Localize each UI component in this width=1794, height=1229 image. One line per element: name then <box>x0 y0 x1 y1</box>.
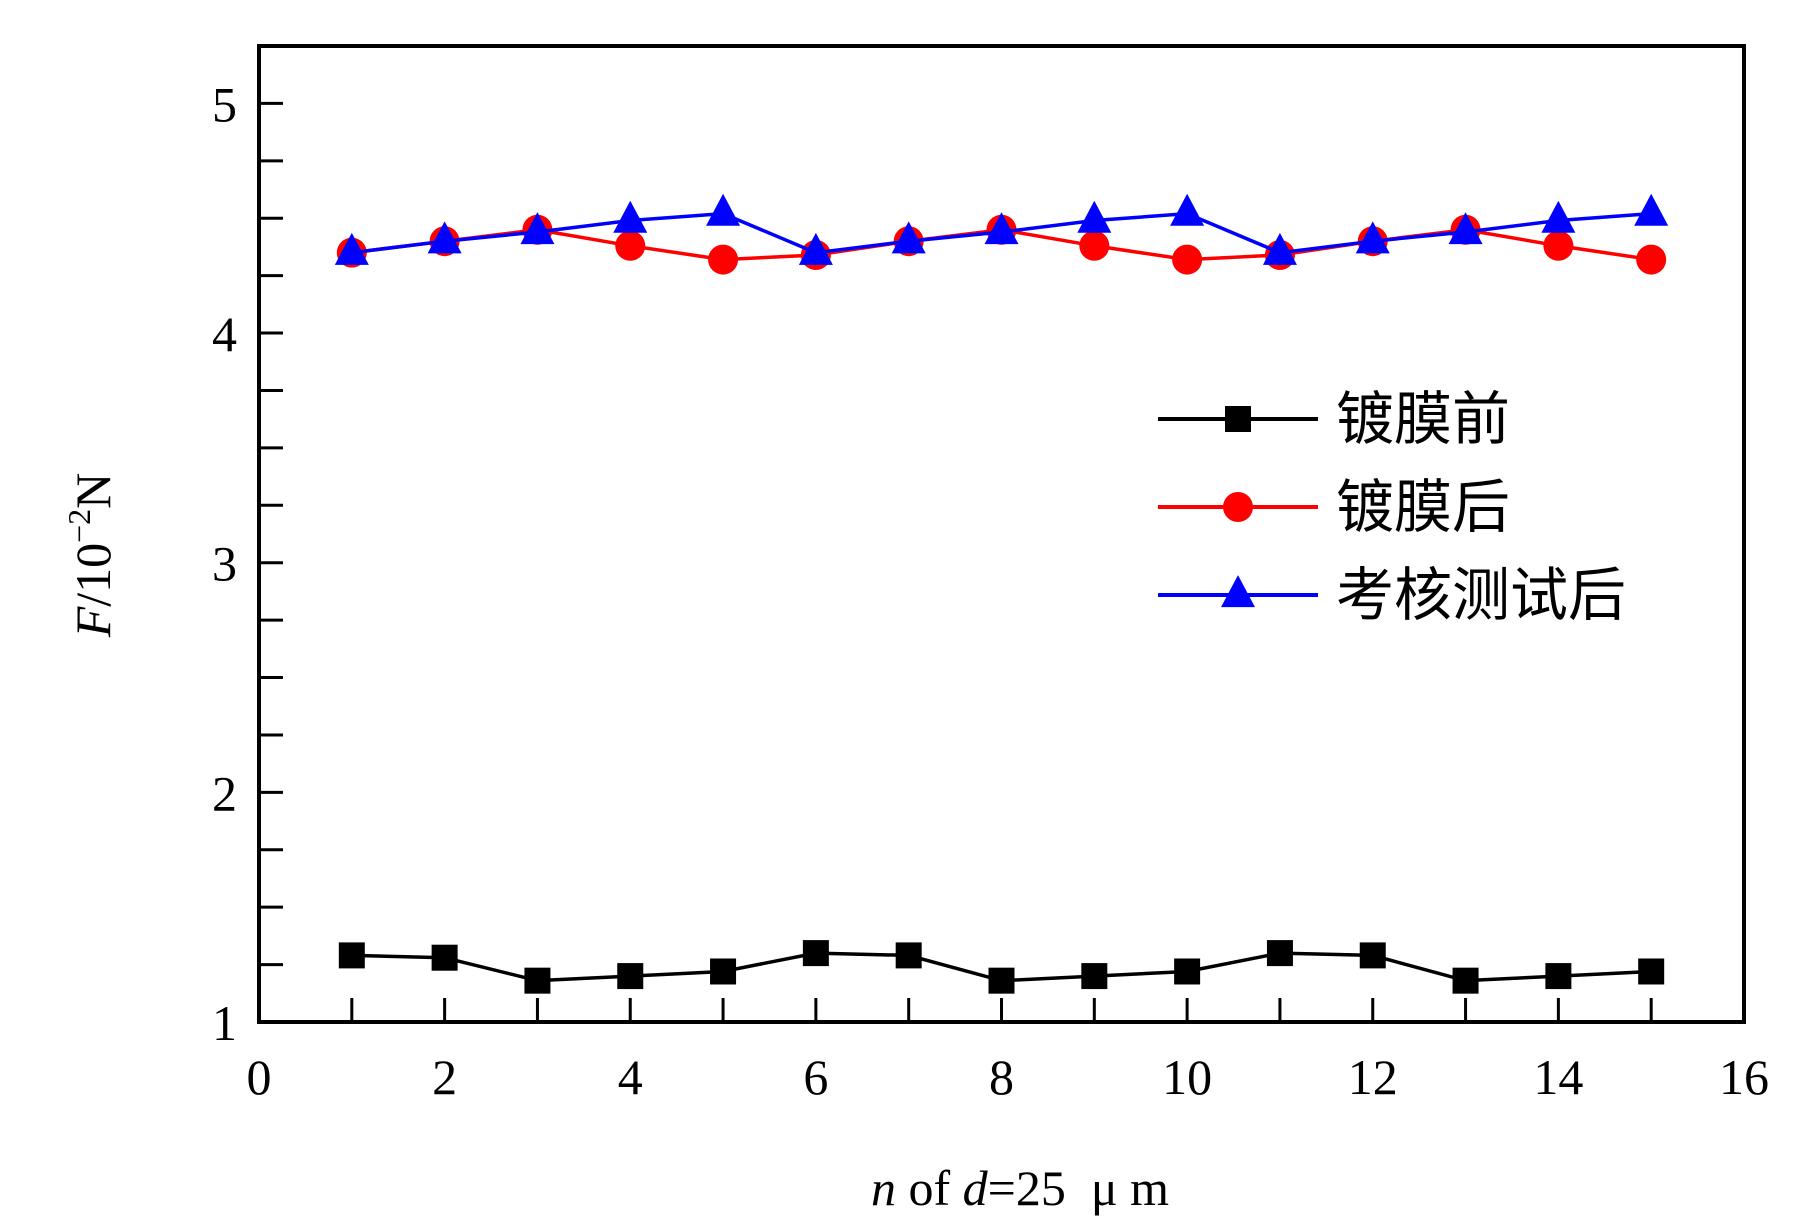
square-marker <box>895 942 922 969</box>
circle-marker <box>1172 244 1203 275</box>
square-marker <box>1081 963 1108 990</box>
y-axis-title: F/10−2N <box>61 473 121 639</box>
x-axis-title: n of d=25 μ m <box>871 1160 1169 1216</box>
square-marker <box>710 958 737 985</box>
square-marker <box>1545 963 1572 990</box>
x-tick-label: 6 <box>803 1049 828 1105</box>
square-marker <box>802 940 829 967</box>
y-tick-label: 2 <box>212 765 237 821</box>
y-axis-title-sup: −2 <box>61 509 97 543</box>
x-tick-label: 10 <box>1162 1049 1212 1105</box>
triangle-marker <box>1541 200 1576 233</box>
x-tick-label: 12 <box>1348 1049 1398 1105</box>
series-3 <box>334 193 1669 265</box>
triangle-marker <box>1634 193 1669 226</box>
series-layer <box>334 193 1669 994</box>
legend-item: 考核测试后 <box>1158 561 1626 629</box>
triangle-marker <box>1448 212 1483 245</box>
triangle-marker <box>891 221 926 254</box>
plot-area <box>257 44 1746 1024</box>
x-tick-label: 2 <box>432 1049 457 1105</box>
legend-item: 镀膜后 <box>1158 473 1510 541</box>
square-marker <box>988 967 1015 994</box>
triangle-marker <box>334 232 369 265</box>
square-marker <box>1225 406 1251 432</box>
triangle-marker <box>613 200 648 233</box>
x-axis-title-var2: d <box>963 1160 989 1216</box>
x-axis-title-var: n <box>871 1160 896 1216</box>
legend-label: 镀膜前 <box>1336 385 1510 453</box>
y-axis-title-unit: N <box>65 473 121 509</box>
x-axis-title-unit: =25 μ m <box>988 1160 1170 1216</box>
triangle-marker <box>1355 221 1390 254</box>
legend-label: 考核测试后 <box>1336 561 1626 629</box>
legend-item: 镀膜前 <box>1158 385 1510 453</box>
triangle-marker <box>1077 200 1112 233</box>
triangle-marker <box>520 212 555 245</box>
x-tick-label: 14 <box>1533 1049 1583 1105</box>
x-tick-label: 16 <box>1719 1049 1769 1105</box>
circle-marker <box>1223 492 1253 522</box>
legend-label: 镀膜后 <box>1336 473 1510 541</box>
square-marker <box>1266 940 1293 967</box>
triangle-marker <box>1262 232 1297 265</box>
circle-marker <box>1079 230 1110 261</box>
circle-marker <box>1636 244 1667 275</box>
triangle-marker <box>984 212 1019 245</box>
square-marker <box>617 963 644 990</box>
circle-marker <box>615 230 646 261</box>
triangle-marker <box>706 193 741 226</box>
square-marker <box>524 967 551 994</box>
circle-marker <box>708 244 739 275</box>
triangle-marker <box>1221 575 1255 608</box>
square-marker <box>338 942 365 969</box>
y-tick-label: 5 <box>212 76 237 132</box>
x-tick-label: 8 <box>989 1049 1014 1105</box>
x-tick-label: 4 <box>618 1049 643 1105</box>
triangle-marker <box>1170 193 1205 226</box>
square-marker <box>1359 942 1386 969</box>
y-tick-label: 3 <box>212 536 237 592</box>
x-axis-title-text: of <box>896 1160 963 1216</box>
square-marker <box>1452 967 1479 994</box>
square-marker <box>1638 958 1665 985</box>
series-1 <box>338 940 1665 994</box>
plot-border <box>257 44 1746 1024</box>
square-marker <box>1174 958 1201 985</box>
triangle-marker <box>427 221 462 254</box>
square-marker <box>431 944 458 971</box>
circle-marker <box>1543 230 1574 261</box>
triangle-marker <box>798 232 833 265</box>
y-tick-label: 1 <box>212 995 237 1051</box>
y-axis-title-text: /10 <box>65 543 121 607</box>
y-tick-label: 4 <box>212 306 237 362</box>
x-tick-label: 0 <box>247 1049 272 1105</box>
y-axis-title-var: F <box>65 606 121 638</box>
